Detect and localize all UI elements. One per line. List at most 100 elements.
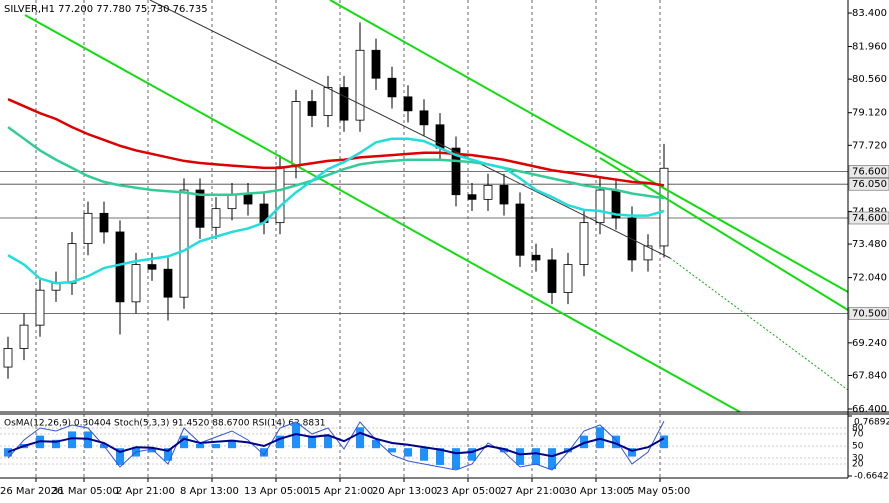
osma-bar xyxy=(660,435,668,449)
osma-bar xyxy=(116,448,124,465)
candle-body xyxy=(339,87,349,121)
price-label: 69.240 xyxy=(852,338,887,349)
osma-bar xyxy=(500,448,508,453)
osma-bar xyxy=(388,448,396,453)
time-label: 5 May 05:00 xyxy=(628,486,690,497)
candle-body xyxy=(515,203,525,256)
price-label: 79.120 xyxy=(852,108,887,119)
candle-body xyxy=(595,189,605,224)
osma-bar xyxy=(212,444,220,449)
time-label: 26 Mar 2026 xyxy=(0,486,63,497)
time-label: 23 Apr 05:00 xyxy=(436,486,501,497)
candle-body xyxy=(643,245,653,261)
candle-body xyxy=(355,49,365,121)
osma-bar xyxy=(420,448,428,461)
time-label: 27 Apr 21:00 xyxy=(500,486,565,497)
candle-body xyxy=(195,189,205,228)
moving-average xyxy=(7,137,665,285)
candle-body xyxy=(323,87,333,116)
osma-bar xyxy=(4,448,12,457)
price-label: 72.040 xyxy=(852,273,887,284)
price-label: 80.560 xyxy=(852,74,887,85)
indicator-level-label: 80 xyxy=(852,424,864,434)
indicator-level-label: 20 xyxy=(852,460,864,470)
osma-bar xyxy=(356,427,364,449)
time-label: 2 Apr 21:00 xyxy=(116,486,175,497)
indicator-label: -0.66425 xyxy=(854,472,889,482)
candle-body xyxy=(579,222,589,265)
price-label: 77.720 xyxy=(852,140,887,151)
osma-bar xyxy=(532,448,540,465)
candle-body xyxy=(531,254,541,261)
osma-bar xyxy=(68,431,76,449)
trend-line-projection xyxy=(669,257,849,391)
candle-body xyxy=(403,96,413,112)
osma-bar xyxy=(308,435,316,449)
candle-body xyxy=(3,348,13,368)
indicator-level-label: 70 xyxy=(852,430,864,440)
time-label: 15 Apr 21:00 xyxy=(308,486,373,497)
time-label: 30 Apr 13:00 xyxy=(564,486,629,497)
candle-body xyxy=(371,49,381,79)
candle-body xyxy=(435,124,445,149)
osma-bar xyxy=(260,448,268,457)
candle-body xyxy=(131,264,141,303)
trend-line xyxy=(149,0,671,259)
candle-body xyxy=(467,194,477,200)
candle-body xyxy=(211,208,221,228)
osma-bar xyxy=(612,435,620,449)
indicator-line xyxy=(7,431,665,458)
price-level-box xyxy=(848,165,889,178)
price-level-box xyxy=(848,307,889,320)
channel-line xyxy=(329,0,849,293)
osma-bar xyxy=(276,435,284,449)
osma-bar xyxy=(228,439,236,449)
candle-body xyxy=(83,212,93,245)
symbol-header: SILVER,H1 77.200 77.780 75.730 76.735 xyxy=(4,4,208,15)
osma-bar xyxy=(628,448,636,457)
candle-body xyxy=(227,194,237,210)
osma-bar xyxy=(292,423,300,449)
indicator-level-label: 50 xyxy=(852,442,864,452)
candle-body xyxy=(147,264,157,270)
osma-bar xyxy=(404,448,412,457)
osma-bar xyxy=(468,448,476,461)
candle-body xyxy=(243,194,253,205)
price-level-label: 74.600 xyxy=(852,213,887,224)
candle-body xyxy=(99,212,109,233)
time-label: 8 Apr 13:00 xyxy=(180,486,239,497)
candle-body xyxy=(483,184,493,200)
price-label: 81.960 xyxy=(852,42,887,53)
price-level-label: 76.050 xyxy=(852,179,887,190)
osma-bar xyxy=(324,435,332,449)
osma-bar xyxy=(596,427,604,449)
candle-body xyxy=(179,189,189,298)
candle-body xyxy=(19,324,29,349)
candle-body xyxy=(659,167,669,247)
candle-body xyxy=(499,184,509,205)
osma-bar xyxy=(436,448,444,465)
candle-body xyxy=(291,101,301,168)
candle-body xyxy=(419,110,429,126)
price-level-box xyxy=(848,211,889,225)
candle-body xyxy=(451,147,461,196)
candle-body xyxy=(387,77,397,98)
osma-bar xyxy=(52,439,60,449)
candle-body xyxy=(163,268,173,298)
time-label: 20 Apr 13:00 xyxy=(372,486,437,497)
price-label: 67.840 xyxy=(852,370,887,381)
osma-bar xyxy=(516,448,524,465)
osma-bar xyxy=(180,435,188,449)
indicator-label: 0.76892 xyxy=(854,418,889,428)
price-label: 73.480 xyxy=(852,239,887,250)
candle-body xyxy=(563,264,573,293)
osma-bar xyxy=(580,435,588,449)
price-level-box xyxy=(848,177,889,191)
candle-body xyxy=(115,231,125,303)
candle-body xyxy=(307,101,317,116)
price-label: 83.400 xyxy=(852,8,887,19)
channel-line xyxy=(24,14,741,413)
candle-body xyxy=(67,243,77,284)
osma-bar xyxy=(164,448,172,461)
